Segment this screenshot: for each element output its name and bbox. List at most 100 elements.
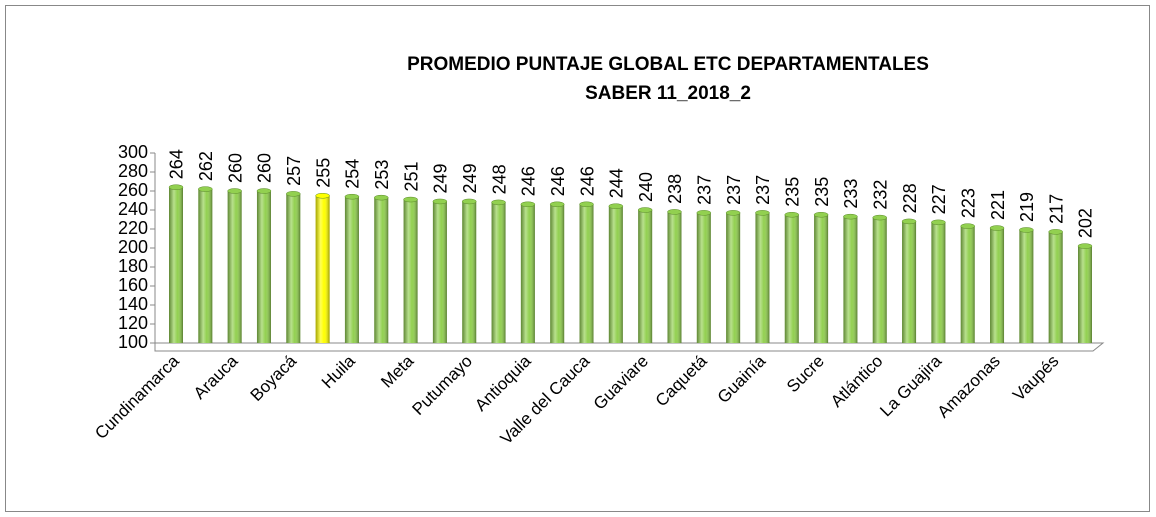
bar-shade (286, 193, 301, 343)
bar-cap (315, 193, 330, 199)
y-tick-label: 120 (118, 313, 148, 333)
value-label: 255 (313, 158, 333, 188)
value-label: 254 (343, 159, 363, 189)
value-label: 221 (988, 190, 1008, 220)
bar-shade (462, 201, 477, 343)
bar-shade (726, 212, 741, 343)
bar-cap (286, 191, 301, 197)
bar-shade (990, 228, 1005, 343)
floor (154, 342, 1105, 352)
bar-shade (638, 210, 653, 343)
value-label: 251 (401, 162, 421, 192)
bar-cap (344, 193, 360, 200)
bar-cap (637, 207, 653, 213)
value-label: 264 (167, 149, 187, 179)
bar-shade (843, 216, 858, 343)
bar-cap (374, 194, 389, 201)
value-label: 257 (284, 156, 304, 186)
value-label: 260 (225, 153, 245, 183)
value-label: 235 (812, 177, 832, 207)
bar-cap (549, 201, 565, 208)
value-label: 260 (255, 153, 275, 183)
y-tick-label: 280 (118, 161, 148, 181)
bar-shade (520, 204, 535, 343)
bar-cap (579, 201, 594, 208)
value-label: 246 (519, 166, 539, 196)
value-label: 249 (460, 163, 480, 193)
value-label: 237 (695, 175, 715, 205)
value-label: 248 (489, 164, 509, 194)
bar-cap (256, 188, 272, 194)
bar-shade (784, 214, 799, 343)
y-tick-label: 140 (118, 294, 148, 314)
value-label: 223 (958, 188, 978, 218)
bar-shade (902, 221, 917, 343)
bar-shade (315, 195, 330, 343)
bar-cap (1077, 243, 1093, 249)
bar-shade (696, 212, 711, 343)
value-label: 202 (1076, 208, 1096, 238)
value-label: 262 (196, 151, 216, 181)
y-tick-label: 200 (118, 237, 148, 257)
bar-shade (608, 206, 623, 343)
bar-shade (579, 204, 594, 343)
bar-cap (608, 203, 624, 209)
chart-subtitle: SABER 11_2018_2 (585, 83, 751, 104)
bar-shade (374, 197, 389, 343)
bar-shade (432, 201, 447, 343)
chart-title: PROMEDIO PUNTAJE GLOBAL ETC DEPARTAMENTA… (407, 54, 929, 75)
value-label: 249 (431, 163, 451, 193)
bar-shade (344, 196, 359, 343)
bar-cap (872, 214, 887, 221)
bar-cap (198, 186, 213, 192)
bar-cap (725, 210, 741, 216)
bar-cap (491, 199, 506, 206)
value-label: 232 (870, 180, 890, 210)
value-label: 246 (548, 166, 568, 196)
value-label: 237 (724, 175, 744, 205)
bar-cap (696, 210, 712, 216)
bar-cap (931, 219, 946, 226)
bar-cap (1048, 229, 1063, 235)
bar-shade (814, 214, 829, 343)
y-tick-label: 300 (118, 142, 148, 162)
bar-shade (667, 211, 682, 343)
bar-shade (755, 212, 770, 343)
bar-shade (169, 187, 183, 343)
bar-shade (872, 217, 887, 343)
value-label: 246 (577, 166, 597, 196)
bar-shade (256, 191, 271, 343)
value-label: 240 (636, 172, 656, 202)
y-tick-label: 160 (118, 275, 148, 295)
value-label: 235 (783, 177, 803, 207)
value-label: 233 (841, 179, 861, 209)
value-label: 219 (1017, 192, 1037, 222)
bar-shade (550, 204, 565, 343)
bar-cap (403, 196, 418, 203)
bar-cap (1019, 227, 1034, 233)
value-label: 217 (1046, 194, 1066, 224)
bar-shade (931, 222, 946, 343)
bar-shade (491, 202, 506, 343)
y-tick-label: 100 (118, 332, 148, 352)
bar-cap (461, 198, 477, 205)
bar-cap (901, 218, 917, 225)
bar-shade (960, 226, 975, 343)
bar-cap (432, 198, 448, 205)
value-label: 228 (900, 183, 920, 213)
bar-cap (520, 201, 536, 208)
value-label: 227 (929, 184, 949, 214)
bar-shade (1048, 231, 1063, 343)
y-tick-label: 180 (118, 256, 148, 276)
y-tick-label: 220 (118, 218, 148, 238)
bar-cap (227, 188, 242, 194)
bar-shade (403, 199, 418, 343)
bar-shade (1078, 246, 1092, 343)
bar-cap (960, 223, 975, 229)
bar-shade (1019, 229, 1034, 343)
bar-cap (843, 213, 858, 220)
bar-cap (755, 210, 770, 216)
bar-cap (813, 212, 829, 218)
bar-shade (198, 189, 213, 343)
